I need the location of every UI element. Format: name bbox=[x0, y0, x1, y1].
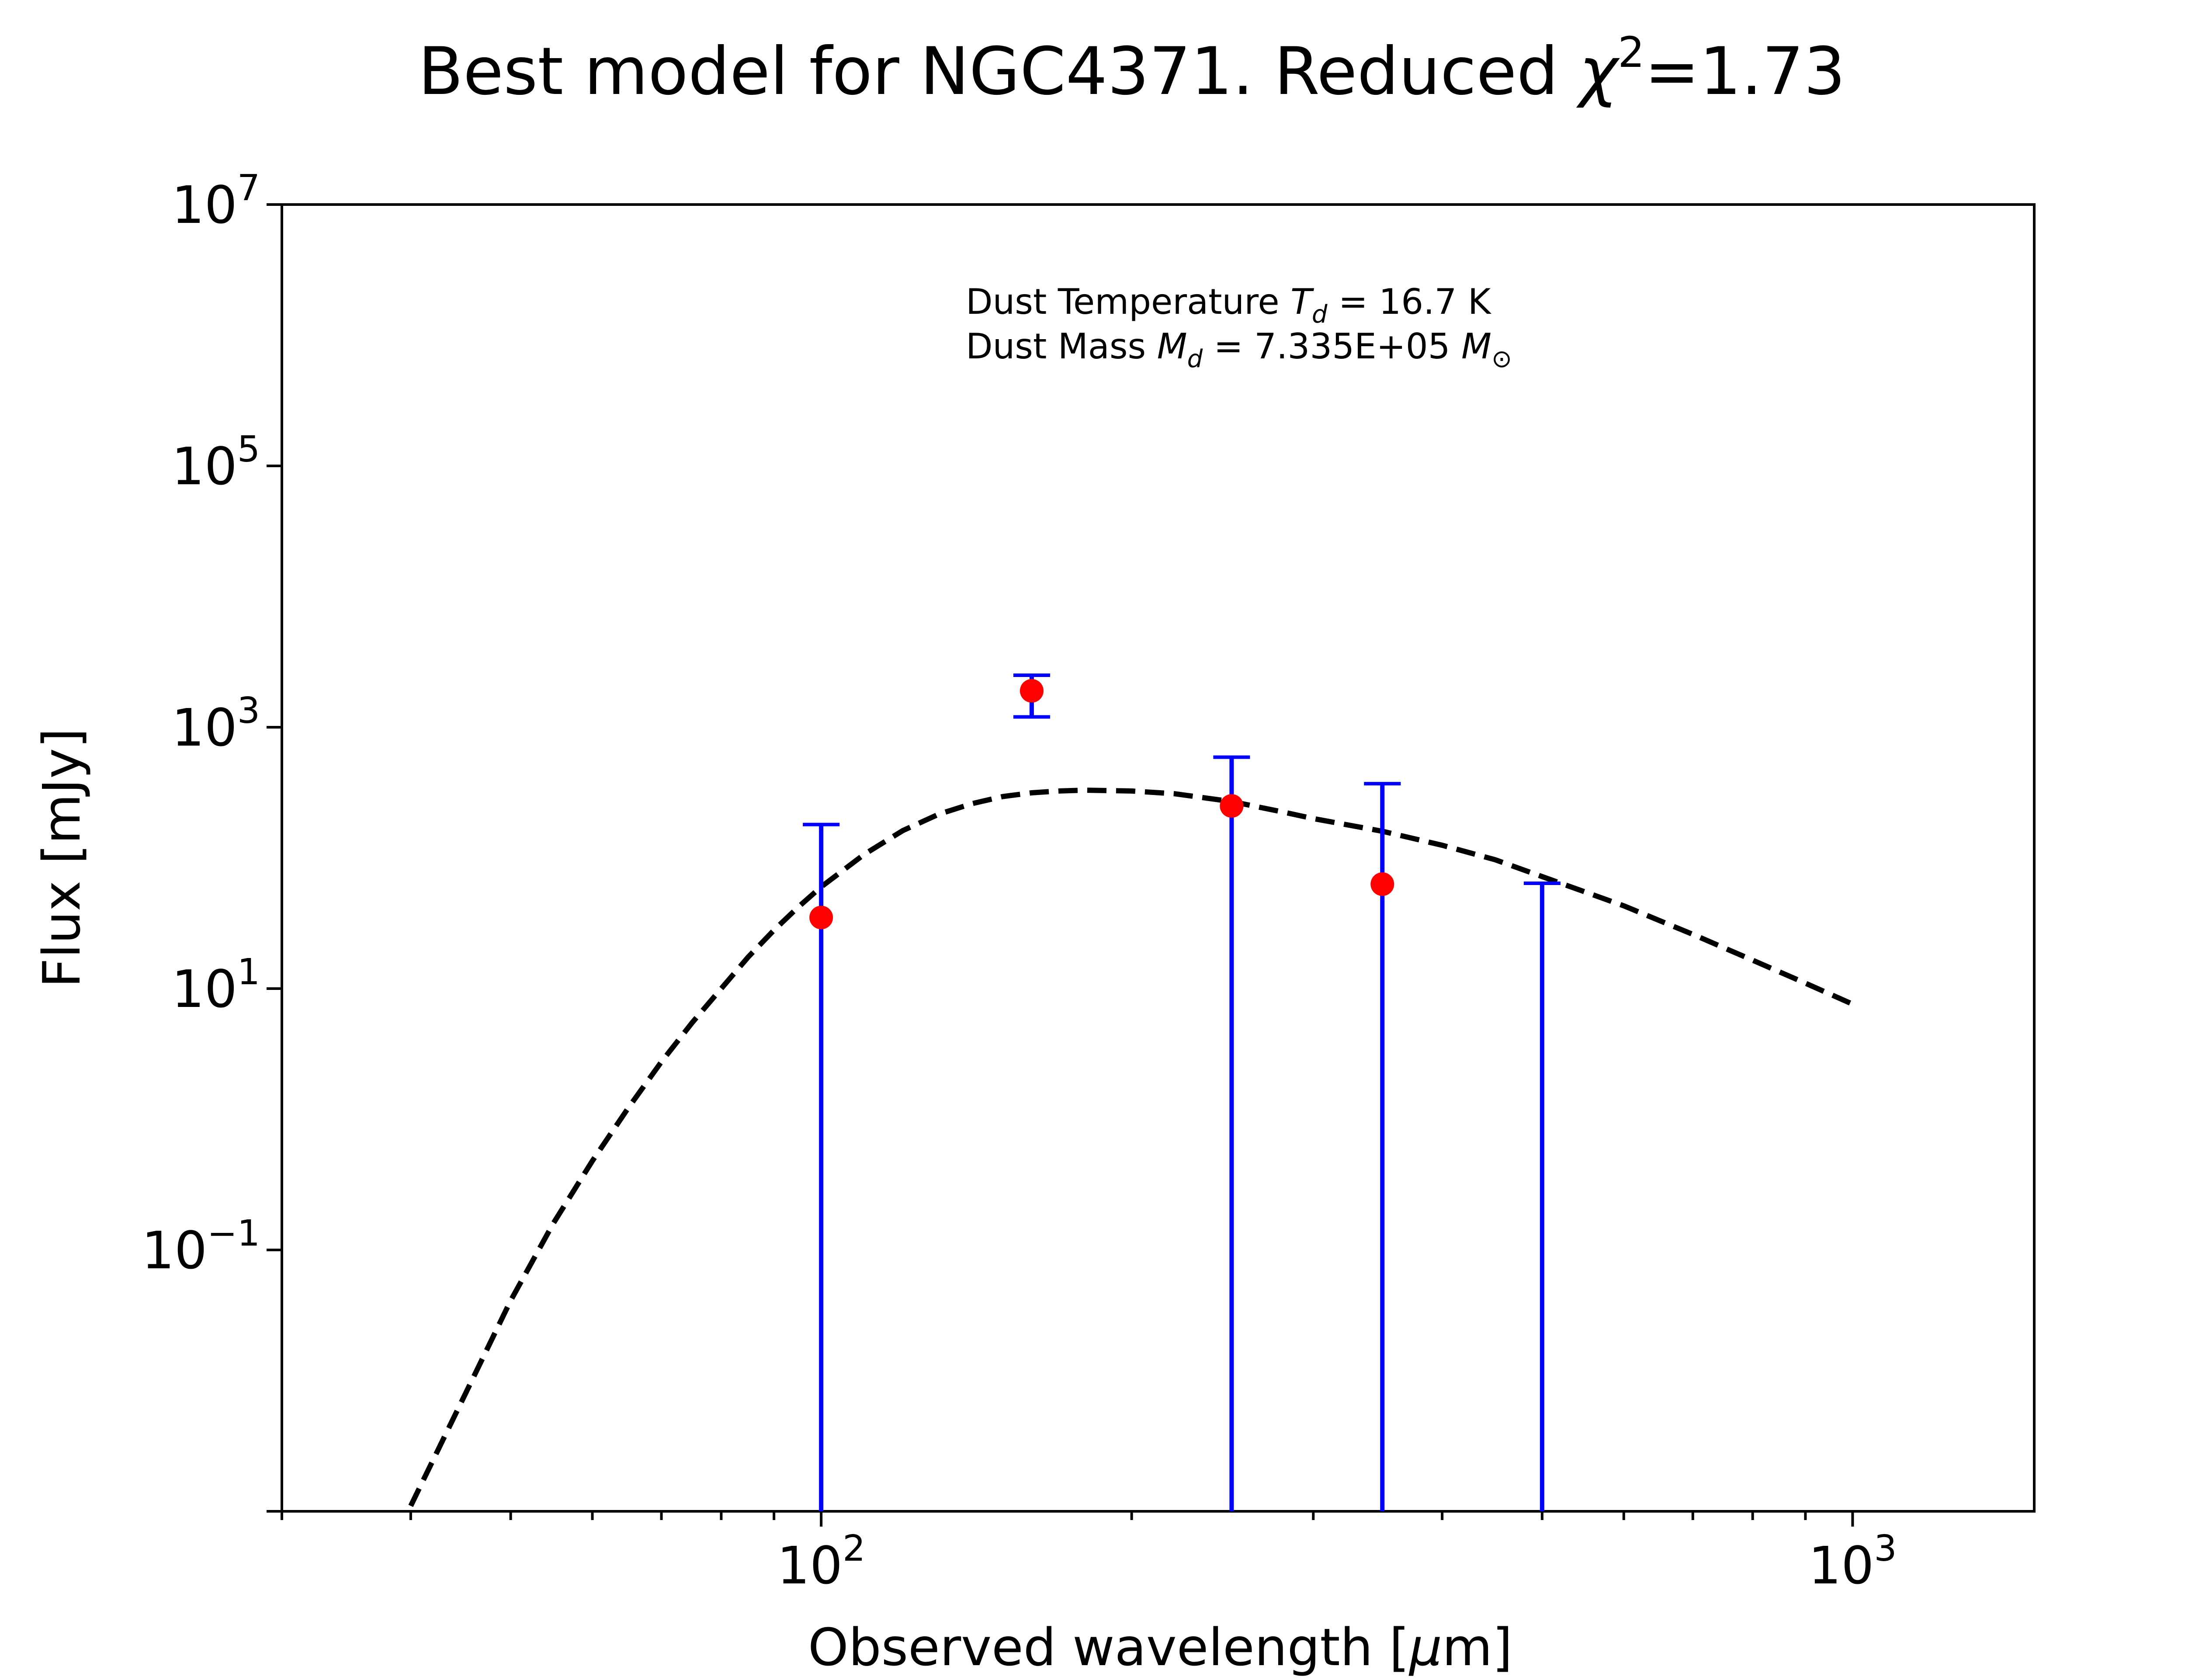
annotation-mass-value: = 7.335E+05 bbox=[1203, 326, 1450, 367]
chart-title-prefix: Best model for NGC4371. Reduced bbox=[418, 34, 1579, 110]
y-tick-label: 105 bbox=[172, 429, 260, 496]
y-tick-label-base: 10 bbox=[172, 959, 237, 1019]
x-tick-label-exponent: 2 bbox=[843, 1528, 865, 1569]
x-tick-label: 102 bbox=[777, 1528, 865, 1596]
annotation-mass-subscript: d bbox=[1187, 345, 1203, 373]
model-layer bbox=[408, 787, 1854, 1507]
annotation-mass-unit-subscript: ⊙ bbox=[1491, 345, 1512, 373]
y-tick-label-base: 10 bbox=[142, 1220, 207, 1281]
y-tick-label-exponent: 5 bbox=[237, 429, 260, 470]
x-tick-label-base: 10 bbox=[1808, 1535, 1874, 1596]
annotation-mass-unit-symbol: M bbox=[1461, 326, 1491, 367]
x-tick-label-base: 10 bbox=[777, 1535, 843, 1596]
y-tick-label-exponent: 1 bbox=[237, 951, 260, 993]
chart-title-symbol: χ bbox=[1576, 34, 1620, 110]
annotation-mass-label: Dust Mass bbox=[966, 326, 1146, 367]
errorbar-layer bbox=[803, 673, 1561, 1511]
x-tick-label-exponent: 3 bbox=[1874, 1528, 1897, 1569]
plot-frame bbox=[281, 203, 2036, 1513]
x-axis-ticks: 102 103 bbox=[281, 1511, 1897, 1596]
data-point bbox=[1220, 794, 1244, 818]
annotation-mass-symbol: M bbox=[1157, 326, 1187, 367]
y-tick-label: 101 bbox=[172, 951, 260, 1019]
y-tick-label-base: 10 bbox=[172, 436, 237, 496]
x-tick-label: 103 bbox=[1808, 1528, 1897, 1596]
y-tick-label-exponent: −1 bbox=[207, 1213, 260, 1254]
annotation-temperature-subscript: d bbox=[1312, 300, 1328, 329]
data-point bbox=[809, 906, 833, 930]
chart-title: Best model for NGC4371. Reduced χ2=1.73 bbox=[418, 28, 1845, 110]
chart-title-superscript: 2 bbox=[1618, 28, 1644, 77]
annotation-dust-mass: Dust Mass Md = 7.335E+05 M⊙ bbox=[966, 326, 1512, 373]
data-point bbox=[1020, 679, 1044, 703]
annotation-temperature-label: Dust Temperature bbox=[966, 281, 1280, 322]
y-tick-label: 103 bbox=[172, 690, 260, 758]
annotation-temperature-symbol: T bbox=[1290, 281, 1314, 322]
x-axis-label: Observed wavelength [μm] bbox=[808, 1617, 1512, 1677]
x-axis-label-symbol: μ bbox=[1408, 1617, 1442, 1677]
x-axis-label-prefix: Observed wavelength [ bbox=[808, 1617, 1409, 1677]
y-axis-label: Flux [mJy] bbox=[31, 728, 92, 988]
point-layer bbox=[809, 679, 1394, 930]
y-tick-label-exponent: 3 bbox=[237, 690, 260, 732]
chart-title-suffix: =1.73 bbox=[1644, 34, 1845, 110]
y-tick-label: 107 bbox=[172, 167, 260, 235]
x-axis-label-suffix: m] bbox=[1442, 1617, 1512, 1677]
y-tick-label-base: 10 bbox=[172, 698, 237, 758]
model-curve bbox=[408, 787, 1854, 1507]
y-tick-label-base: 10 bbox=[172, 175, 237, 235]
data-point bbox=[1370, 872, 1394, 896]
annotation-dust-temperature: Dust Temperature Td = 16.7 K bbox=[966, 281, 1492, 329]
y-tick-label-exponent: 7 bbox=[237, 167, 260, 209]
annotation-temperature-value: = 16.7 K bbox=[1327, 281, 1491, 322]
y-tick-label: 10−1 bbox=[142, 1213, 260, 1281]
